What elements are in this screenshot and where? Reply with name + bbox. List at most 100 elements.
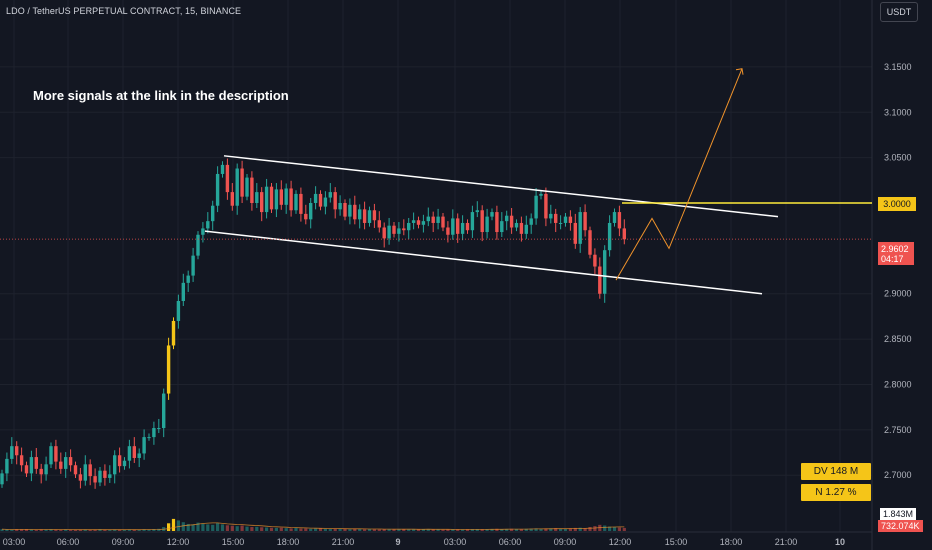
- volume-bar: [500, 529, 504, 531]
- candle-body: [338, 203, 342, 210]
- volume-bar: [485, 529, 489, 531]
- candle-body: [220, 164, 225, 174]
- volume-bar: [593, 526, 597, 531]
- volume-bar: [461, 529, 465, 531]
- candle-body: [225, 164, 230, 193]
- volume-bar: [294, 527, 298, 531]
- volume-bar: [622, 527, 626, 531]
- currency-button[interactable]: USDT: [880, 2, 918, 22]
- candle-body: [299, 193, 303, 214]
- volume-bar: [225, 525, 229, 531]
- volume-bar: [304, 528, 308, 531]
- candle-body: [578, 212, 582, 244]
- volume-bar: [426, 529, 430, 531]
- candle-body: [333, 192, 337, 210]
- candle-body: [583, 212, 587, 231]
- candle-body: [162, 393, 166, 429]
- y-tick-label: 2.9000: [884, 289, 912, 299]
- volume-bar: [554, 528, 558, 531]
- volume-bar: [358, 529, 362, 531]
- volume-bar: [446, 529, 450, 531]
- candle-body: [411, 220, 416, 223]
- volume-bar: [549, 528, 553, 531]
- volume-bar: [206, 524, 210, 531]
- candle-body: [446, 227, 450, 235]
- candle-body: [328, 192, 332, 198]
- candle-body: [456, 218, 460, 234]
- volume-bar: [20, 529, 24, 531]
- candle-body: [34, 457, 38, 469]
- candle-body: [505, 215, 509, 222]
- candle-body: [117, 455, 122, 467]
- candle-body: [514, 222, 519, 228]
- candle-body: [402, 228, 406, 231]
- candle-body: [441, 216, 445, 228]
- volume-bar: [24, 529, 29, 531]
- volume-bar: [338, 528, 342, 531]
- channel-lower-line[interactable]: [204, 230, 763, 295]
- volume-bar: [171, 518, 176, 531]
- projection-arrowhead: [735, 68, 744, 75]
- candle-body: [171, 320, 176, 346]
- volume-bar: [578, 527, 582, 531]
- candle-body: [68, 457, 73, 466]
- volume-bar: [98, 529, 102, 531]
- candle-body: [436, 216, 440, 223]
- candle-body: [470, 212, 475, 231]
- candle-body: [269, 186, 274, 210]
- volume-bar: [167, 523, 171, 531]
- candle-body: [83, 464, 87, 481]
- x-tick-label: 06:00: [499, 537, 522, 547]
- x-tick-label: 09:00: [112, 537, 135, 547]
- volume-bar: [191, 524, 195, 531]
- volume-last-label: 732.074K: [878, 520, 923, 532]
- volume-bar: [480, 529, 484, 531]
- volume-bar: [421, 529, 425, 531]
- candle-body: [29, 457, 34, 474]
- symbol-label[interactable]: LDO / TetherUS PERPETUAL CONTRACT, 15, B…: [6, 6, 242, 16]
- candle-body: [382, 227, 386, 239]
- candle-body: [460, 222, 465, 234]
- candle-body: [88, 464, 92, 477]
- volume-bar: [534, 528, 538, 531]
- candle-body: [103, 470, 107, 478]
- volume-bar: [377, 529, 381, 531]
- candle-body: [108, 474, 112, 478]
- channel-upper-line[interactable]: [223, 155, 779, 218]
- volume-bar: [39, 529, 43, 531]
- candle-body: [44, 464, 48, 475]
- volume-bar: [83, 529, 87, 531]
- candle-body: [416, 220, 421, 225]
- volume-bar: [367, 529, 372, 531]
- volume-bar: [416, 529, 421, 531]
- candle-body: [348, 204, 352, 217]
- volume-bar: [475, 529, 479, 531]
- x-tick-label: 09:00: [554, 537, 577, 547]
- volume-bar: [612, 527, 617, 531]
- volume-bar: [152, 529, 156, 531]
- y-tick-label: 3.1500: [884, 62, 912, 72]
- candle-body: [304, 213, 308, 220]
- candle-body: [211, 205, 215, 222]
- candle-body: [5, 458, 9, 474]
- candle-body: [554, 213, 558, 223]
- candle-body: [451, 218, 455, 235]
- candle-body: [230, 192, 234, 206]
- candle-body: [206, 221, 210, 229]
- volume-bar: [348, 529, 352, 531]
- volume-bar: [29, 529, 33, 531]
- volume-bar: [436, 529, 440, 531]
- candle-body: [485, 216, 489, 233]
- projection-path[interactable]: [615, 68, 743, 281]
- volume-bar: [108, 529, 112, 531]
- candle-body: [196, 234, 200, 256]
- candle-body: [10, 446, 14, 459]
- candle-body: [465, 222, 470, 231]
- candle-body: [279, 189, 283, 205]
- volume-bar: [608, 526, 612, 531]
- candle-body: [59, 461, 63, 469]
- candle-body: [147, 437, 151, 439]
- volume-bar: [309, 528, 313, 531]
- candle-body: [98, 470, 102, 483]
